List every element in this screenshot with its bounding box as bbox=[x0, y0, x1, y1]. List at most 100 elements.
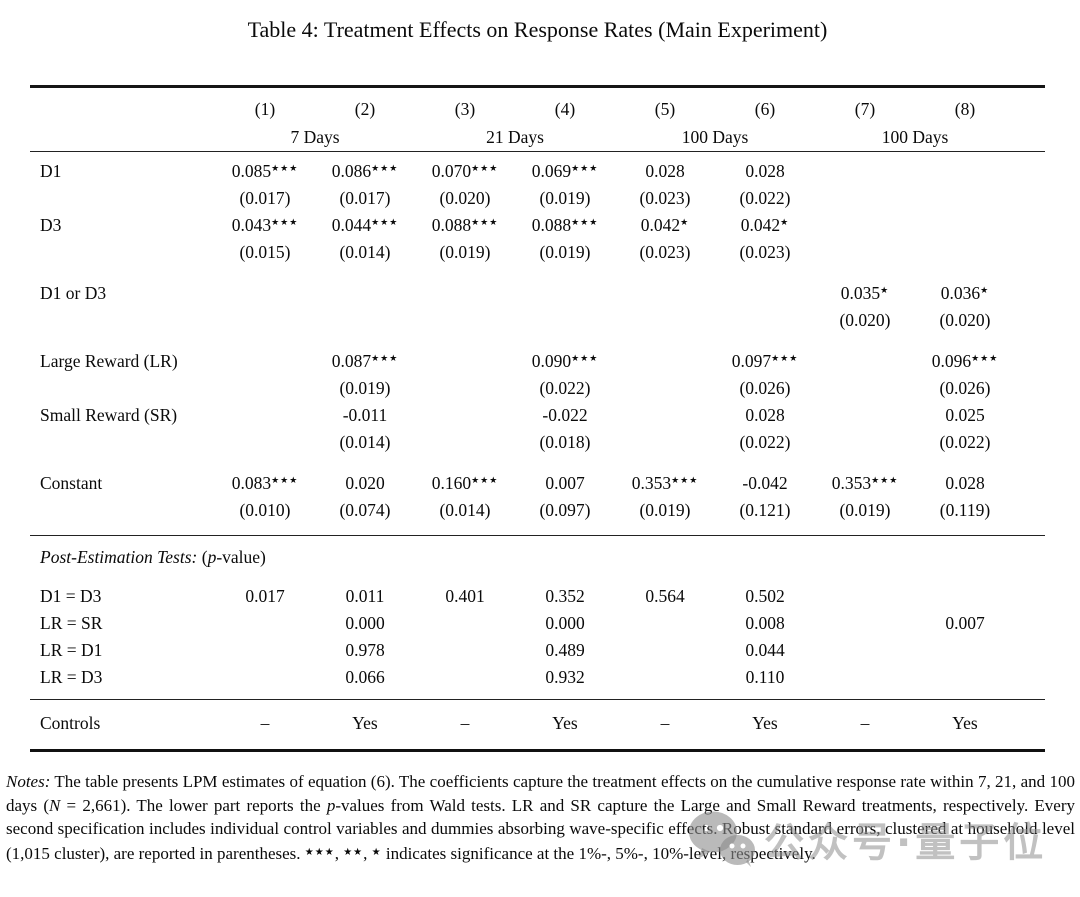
significance-stars: ★★★ bbox=[371, 217, 399, 228]
table-cell bbox=[615, 375, 715, 402]
table-cell: (0.020) bbox=[939, 309, 991, 330]
table-cell: (0.019) bbox=[539, 187, 591, 208]
row-label: D1 or D3 bbox=[40, 282, 107, 303]
table-cell: 0.090★★★ bbox=[531, 350, 599, 371]
right-margin-cell bbox=[1015, 470, 1045, 497]
table-cell: 0.088★★★ bbox=[431, 214, 499, 235]
table-cell bbox=[615, 610, 715, 637]
row-label: Constant bbox=[40, 472, 103, 493]
notes-segment: = 2,661). The lower part reports the bbox=[60, 795, 327, 815]
table-cell: 0.035★ bbox=[840, 282, 890, 303]
table-cell: (0.019) bbox=[639, 499, 691, 520]
spacer-cell bbox=[30, 524, 1045, 536]
table-cell: 0.352 bbox=[545, 585, 585, 606]
table-cell: – bbox=[660, 712, 670, 733]
post-estimation-section: Post-Estimation Tests: (p-value) D1 = D3 0… bbox=[30, 535, 1045, 700]
spacer-cell bbox=[30, 571, 1045, 583]
right-margin-cell bbox=[1015, 610, 1045, 637]
std-error-row: (0.010) (0.074) (0.014) (0.097) (0.019) (0.12… bbox=[30, 497, 1045, 524]
table-cell bbox=[915, 185, 1015, 212]
table-cell: 0.044★★★ bbox=[331, 214, 399, 235]
table-cell: (0.014) bbox=[439, 499, 491, 520]
table-cell bbox=[215, 375, 315, 402]
std-error-row: (0.020) (0.020) bbox=[30, 307, 1045, 334]
header-label-cell bbox=[30, 124, 215, 152]
coefficient-row: Constant 0.083★★★ 0.020 0.160★★★ 0.007 0.353★… bbox=[30, 470, 1045, 497]
column-group-label: 100 Days bbox=[681, 126, 749, 147]
right-margin-cell bbox=[1015, 87, 1045, 124]
table-cell bbox=[515, 280, 615, 307]
table-cell bbox=[415, 402, 515, 429]
table-cell: (0.017) bbox=[239, 187, 291, 208]
coefficient-row: D1 0.085★★★ 0.086★★★ 0.070★★★ 0.069★★★ 0.028 0… bbox=[30, 158, 1045, 185]
table-cell: (0.017) bbox=[339, 187, 391, 208]
table-cell: (0.023) bbox=[639, 187, 691, 208]
row-label bbox=[30, 239, 215, 266]
table-cell: 0.008 bbox=[745, 612, 785, 633]
table-cell bbox=[715, 307, 815, 334]
table-cell: 0.160★★★ bbox=[431, 472, 499, 493]
right-margin-cell bbox=[1015, 429, 1045, 456]
significance-stars: ★★★ bbox=[271, 475, 299, 486]
table-notes: Notes: The table presents LPM estimates … bbox=[6, 770, 1075, 865]
table-cell: 0.083★★★ bbox=[231, 472, 299, 493]
significance-stars: ★★★ bbox=[371, 353, 399, 364]
row-label: Small Reward (SR) bbox=[40, 404, 178, 425]
column-number: (4) bbox=[554, 99, 576, 120]
row-label: Large Reward (LR) bbox=[40, 350, 178, 371]
results-table: (1) (2) (3) (4) (5) (6) (7) (8) 7 Days 21 Days 10… bbox=[30, 85, 1045, 752]
row-label: LR = D1 bbox=[40, 639, 103, 660]
table-cell: (0.010) bbox=[239, 499, 291, 520]
coefficient-row: D1 or D3 0.035★ 0.036★ bbox=[30, 280, 1045, 307]
row-label bbox=[30, 375, 215, 402]
significance-stars: ★★★ bbox=[971, 353, 999, 364]
table-cell: (0.026) bbox=[739, 377, 791, 398]
row-label bbox=[30, 429, 215, 456]
std-error-row: (0.019) (0.022) (0.026) (0.026) bbox=[30, 375, 1045, 402]
table-cell: Yes bbox=[552, 712, 578, 733]
right-margin-cell bbox=[1015, 212, 1045, 239]
significance-stars: ★ bbox=[780, 217, 790, 228]
table-cell: 0.000 bbox=[345, 612, 385, 633]
right-margin-cell bbox=[1015, 158, 1045, 185]
column-number: (5) bbox=[654, 99, 676, 120]
significance-stars: ★★★ bbox=[671, 475, 699, 486]
row-label bbox=[30, 185, 215, 212]
significance-stars: ★ bbox=[680, 217, 690, 228]
table-cell bbox=[215, 280, 315, 307]
table-cell bbox=[415, 280, 515, 307]
table-cell: 0.932 bbox=[545, 666, 585, 687]
right-margin-cell bbox=[1015, 664, 1045, 691]
column-numbers-row: (1) (2) (3) (4) (5) (6) (7) (8) bbox=[30, 87, 1045, 124]
table-cell: – bbox=[460, 712, 470, 733]
table-cell: (0.022) bbox=[739, 187, 791, 208]
spacer-cell bbox=[30, 691, 1045, 700]
table-cell bbox=[415, 637, 515, 664]
table-cell: 0.028 bbox=[945, 472, 985, 493]
right-margin-cell bbox=[1015, 583, 1045, 610]
table-cell bbox=[215, 348, 315, 375]
table-cell: (0.014) bbox=[339, 431, 391, 452]
table-cell: 0.097★★★ bbox=[731, 350, 799, 371]
table-cell: (0.022) bbox=[739, 431, 791, 452]
table-cell: 0.066 bbox=[345, 666, 385, 687]
table-cell: (0.119) bbox=[939, 499, 991, 520]
table-cell: (0.019) bbox=[339, 377, 391, 398]
right-margin-cell bbox=[1015, 375, 1045, 402]
table-cell bbox=[615, 637, 715, 664]
column-number: (3) bbox=[454, 99, 476, 120]
notes-segment: indicates significance at the 1%-, 5%-, … bbox=[381, 843, 816, 863]
table-cell: Yes bbox=[352, 712, 378, 733]
significance-stars: ★★★ bbox=[471, 475, 499, 486]
table-cell bbox=[815, 664, 915, 691]
notes-segment: p bbox=[326, 795, 336, 815]
significance-stars: ★★★ bbox=[271, 163, 299, 174]
significance-stars: ★★★ bbox=[371, 163, 399, 174]
table-cell bbox=[415, 664, 515, 691]
significance-stars: ★★★ bbox=[571, 353, 599, 364]
table-cell bbox=[915, 239, 1015, 266]
notes-segment: Post-Estimation Tests: bbox=[40, 546, 198, 567]
spacer-row bbox=[30, 334, 1045, 348]
table-cell bbox=[715, 280, 815, 307]
spacer-row bbox=[30, 691, 1045, 700]
